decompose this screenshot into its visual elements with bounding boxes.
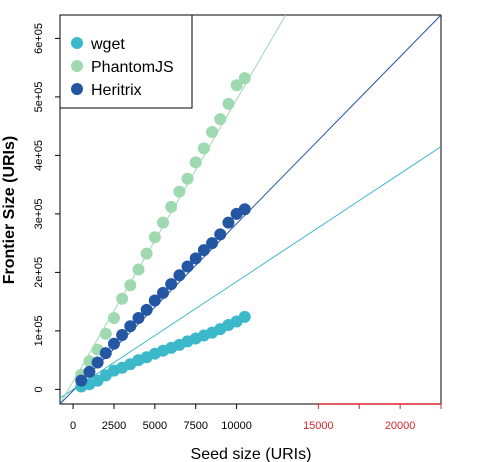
point-phantomjs <box>165 200 178 213</box>
x-tick-label: 10000 <box>221 420 252 432</box>
point-heritrix <box>165 278 178 291</box>
point-heritrix <box>181 260 194 273</box>
legend-swatch-heritrix <box>71 83 83 95</box>
point-heritrix <box>197 244 210 257</box>
y-tick-label: 4e+05 <box>33 140 45 171</box>
point-heritrix <box>107 337 120 350</box>
y-tick-label: 2e+05 <box>33 257 45 288</box>
point-phantomjs <box>238 72 251 85</box>
y-tick-label: 0 <box>33 386 45 392</box>
point-phantomjs <box>181 172 194 185</box>
point-heritrix <box>222 216 235 229</box>
point-heritrix <box>132 312 145 325</box>
point-heritrix <box>99 347 112 360</box>
plot-frame <box>59 14 442 405</box>
x-tick-label: 0 <box>70 420 76 432</box>
point-heritrix <box>148 294 161 307</box>
legend-label-wget: wget <box>90 36 125 53</box>
point-phantomjs <box>140 247 153 260</box>
x-tick-label-red: 15000 <box>303 420 334 432</box>
y-tick-label: 6e+05 <box>33 23 45 54</box>
point-phantomjs <box>230 79 243 92</box>
legend-swatch-phantomjs <box>71 60 83 72</box>
point-phantomjs <box>197 142 210 155</box>
point-heritrix <box>91 356 104 369</box>
point-phantomjs <box>173 185 186 198</box>
point-heritrix <box>116 328 129 341</box>
point-heritrix <box>83 365 96 378</box>
point-heritrix <box>238 203 251 216</box>
y-tick-label: 3e+05 <box>33 198 45 229</box>
point-heritrix <box>140 303 153 316</box>
legend-label-phantomjs: PhantomJS <box>91 59 174 76</box>
point-heritrix <box>157 286 170 299</box>
x-tick-label: 5000 <box>143 420 167 432</box>
point-phantomjs <box>214 113 227 126</box>
point-heritrix <box>75 374 88 387</box>
point-heritrix <box>214 228 227 241</box>
x-axis-title: Seed size (URIs) <box>191 446 312 462</box>
point-phantomjs <box>116 292 129 305</box>
point-phantomjs <box>189 156 202 169</box>
point-phantomjs <box>222 97 235 110</box>
legend-label-heritrix: Heritrix <box>91 82 142 99</box>
point-phantomjs <box>107 312 120 325</box>
point-heritrix <box>124 320 137 333</box>
point-phantomjs <box>132 263 145 276</box>
point-wget <box>238 310 251 323</box>
x-tick-label: 7500 <box>183 420 207 432</box>
y-tick-label: 5e+05 <box>33 81 45 112</box>
legend-swatch-wget <box>71 37 83 49</box>
point-phantomjs <box>206 125 219 138</box>
legend: wget PhantomJS Heritrix <box>59 14 193 109</box>
point-heritrix <box>173 269 186 282</box>
fit-line-wget <box>60 146 441 399</box>
point-phantomjs <box>148 231 161 244</box>
y-tick-label: 1e+05 <box>33 315 45 346</box>
point-phantomjs <box>157 216 170 229</box>
point-heritrix <box>206 237 219 250</box>
point-phantomjs <box>99 327 112 340</box>
y-axis-title: Frontier Size (URIs) <box>1 136 18 284</box>
point-phantomjs <box>124 279 137 292</box>
x-tick-label-red: 20000 <box>385 420 416 432</box>
x-tick-label: 2500 <box>102 420 126 432</box>
point-heritrix <box>189 252 202 265</box>
legend-box <box>59 14 193 109</box>
